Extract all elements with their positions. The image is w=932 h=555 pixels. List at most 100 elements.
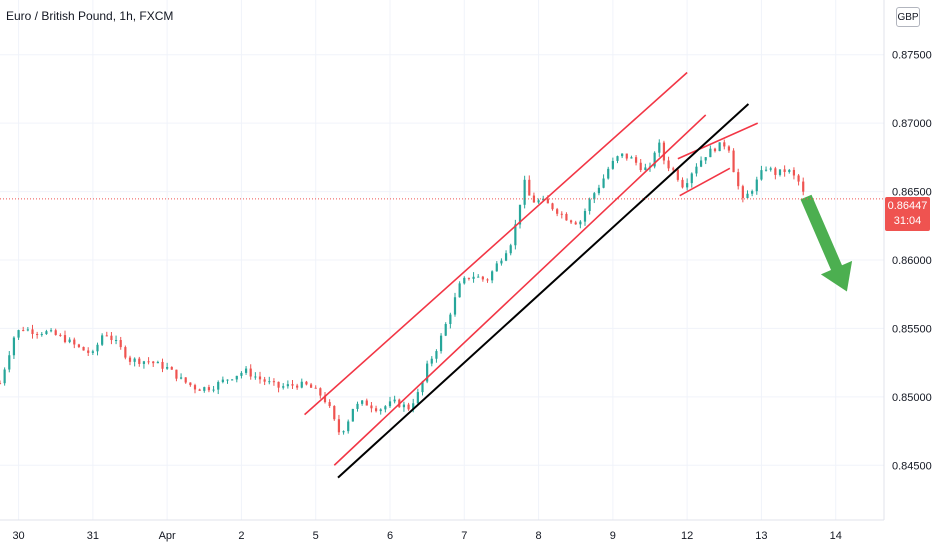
candle-body [509,245,512,254]
candle-body [402,404,406,408]
candle-body [741,186,744,199]
candle-body [333,406,336,420]
candle-body [416,392,419,404]
candle-body [193,385,197,390]
flag-upper-line[interactable] [677,122,759,160]
candle-body [709,148,712,158]
candle-body [77,344,81,347]
price-axis[interactable]: 0.84500 0.85000 0.85500 0.86000 0.86500 0.870… [892,50,932,473]
flag-lower-line[interactable] [679,167,731,197]
candle-body [263,379,266,382]
candle-body [718,142,721,152]
candle-body [569,220,573,223]
candle-body [305,381,308,385]
candle-body [686,183,689,188]
x-tick-label: 8 [536,530,542,542]
candle-body [36,334,39,336]
candle-body [240,372,243,376]
candle-body [607,168,610,179]
candle-body [110,335,113,341]
candle-body [760,170,763,180]
grid-layer [0,0,884,520]
candle-body [537,200,540,203]
candle-body [59,334,62,336]
candle-body [231,379,234,381]
candle-body [272,381,276,383]
candle-body [792,169,796,176]
candle-body [8,355,11,370]
candle-body [797,175,800,182]
candle-body [319,388,322,396]
candle-body [175,369,178,379]
candle-body [523,179,526,205]
candle-body [277,381,280,388]
candle-body [91,351,94,353]
candle-body [676,169,679,180]
candle-body [667,160,670,169]
candle-body [17,330,20,338]
candle-body [764,169,768,171]
candle-body [611,160,614,169]
candle-body [268,381,271,383]
candle-body [26,329,29,331]
candle-body [602,178,605,188]
candle-body [156,361,159,364]
currency-button[interactable]: GBP [896,7,920,27]
candle-body [3,369,6,384]
y-tick-label: 0.86000 [892,255,932,267]
candle-body [114,340,118,342]
candle-body [133,358,136,362]
candle-body [751,191,754,194]
candle-body [170,367,173,370]
candle-body [778,169,782,175]
candle-body [291,384,294,386]
candle-body [597,187,601,194]
candle-body [31,329,34,335]
drawings-layer[interactable] [304,71,853,479]
candle-body [504,253,508,261]
candle-body [347,421,350,432]
candle-body [546,198,549,204]
candle-body [351,408,354,422]
candle-body [361,400,364,404]
channel-lower-line[interactable] [333,114,707,466]
candle-body [458,283,461,298]
channel-upper-line[interactable] [304,71,688,416]
candle-body [221,379,224,383]
candle-body [444,324,447,336]
time-axis[interactable]: 30 31 Apr 2 5 6 7 8 9 12 13 14 [12,530,841,542]
candle-body [217,382,220,390]
candle-body [551,203,554,210]
x-tick-label: 6 [387,530,393,542]
support-trendline[interactable] [337,103,750,479]
candle-body [639,162,642,171]
candle-body [119,340,122,348]
candle-body [393,399,396,402]
candle-body [300,381,303,388]
candle-body [179,377,183,379]
candle-body [54,330,57,335]
x-tick-label: 5 [313,530,319,542]
candle-body [212,389,215,391]
x-tick-label: Apr [159,530,176,542]
candle-body [198,389,201,391]
candle-body [328,402,331,407]
candle-body [788,169,791,172]
bearish-arrow[interactable] [800,194,853,292]
candle-body [518,204,522,225]
candle-body [323,395,327,403]
y-tick-label: 0.84500 [892,460,932,472]
candle-body [82,346,85,351]
candle-body [235,375,238,380]
candle-body [49,330,53,332]
candle-body [737,172,740,187]
candle-body [152,361,155,364]
candle-body [491,271,494,281]
candle-body [574,222,577,225]
candle-body [481,276,484,280]
candle-body [727,146,731,151]
candle-body [769,168,772,170]
candle-body [203,387,206,391]
